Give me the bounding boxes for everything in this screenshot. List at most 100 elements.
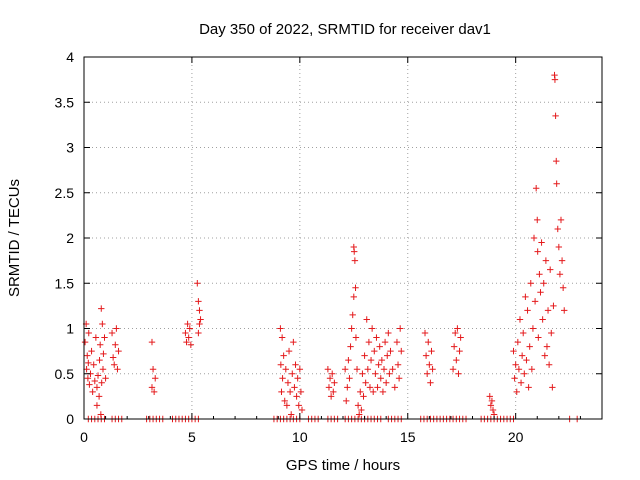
data-point — [93, 402, 101, 409]
data-point — [450, 343, 458, 350]
data-point — [197, 316, 204, 323]
data-point — [330, 388, 337, 396]
y-tick-label: 1.5 — [55, 275, 75, 291]
data-point — [457, 334, 464, 341]
data-point — [421, 329, 429, 337]
data-point — [279, 375, 286, 382]
data-point — [96, 341, 104, 348]
data-point — [425, 338, 432, 346]
data-point — [285, 347, 293, 355]
data-point — [527, 280, 534, 287]
data-point — [378, 356, 386, 364]
data-point — [373, 334, 380, 341]
data-point — [382, 379, 390, 386]
data-point — [347, 343, 354, 350]
data-point — [429, 366, 436, 373]
data-point — [557, 216, 565, 224]
data-point — [294, 375, 301, 382]
data-point — [284, 379, 292, 386]
data-point — [367, 356, 375, 364]
data-point — [278, 334, 286, 341]
y-tick-label: 4 — [66, 49, 74, 65]
data-point — [349, 311, 356, 319]
data-point — [109, 354, 117, 361]
data-point — [84, 375, 92, 382]
data-point — [84, 352, 91, 359]
data-point — [525, 384, 532, 391]
data-point — [517, 379, 525, 386]
data-point — [326, 375, 334, 382]
data-point — [361, 352, 368, 359]
data-point — [545, 361, 553, 368]
data-point — [386, 370, 393, 377]
data-point — [487, 402, 495, 409]
data-point — [449, 366, 457, 373]
data-point — [452, 329, 459, 337]
data-point — [93, 384, 101, 391]
data-point — [351, 257, 359, 264]
y-tick-label: 1 — [66, 321, 74, 337]
data-point — [428, 347, 435, 355]
data-point — [520, 329, 527, 337]
x-tick-label: 15 — [400, 429, 416, 445]
data-point — [282, 366, 290, 373]
data-point — [346, 375, 353, 382]
data-point — [281, 397, 288, 405]
data-point — [196, 307, 203, 314]
data-point — [398, 347, 405, 355]
data-point — [113, 325, 120, 332]
data-point — [513, 388, 520, 396]
data-point — [549, 384, 556, 391]
data-point — [554, 225, 561, 233]
data-point — [182, 329, 189, 337]
data-point — [295, 402, 302, 409]
data-point — [331, 379, 338, 386]
data-point — [372, 370, 379, 377]
data-point — [387, 347, 394, 355]
data-point — [355, 411, 363, 418]
data-point — [529, 325, 537, 332]
data-point — [187, 341, 195, 348]
data-point — [541, 352, 549, 359]
data-point — [374, 384, 381, 391]
data-point — [358, 406, 365, 414]
data-point — [561, 307, 568, 314]
data-point — [92, 334, 100, 341]
data-point — [456, 347, 463, 355]
data-point — [365, 338, 373, 346]
data-point — [325, 384, 333, 391]
data-point — [102, 375, 109, 382]
data-point — [559, 284, 567, 291]
data-point — [427, 379, 434, 386]
data-point — [362, 379, 369, 386]
data-point — [296, 366, 304, 373]
data-point — [291, 384, 298, 391]
data-point — [183, 338, 190, 346]
data-point — [148, 338, 156, 346]
data-point — [89, 388, 96, 396]
data-point — [538, 239, 545, 246]
data-point — [286, 388, 294, 396]
data-point — [115, 347, 122, 355]
data-point — [524, 307, 531, 314]
x-tick-label: 0 — [80, 429, 88, 445]
data-point — [486, 393, 493, 400]
data-point — [385, 329, 392, 337]
data-point — [94, 372, 102, 379]
data-point — [510, 347, 517, 355]
data-point — [329, 370, 336, 377]
data-point — [366, 384, 374, 391]
y-tick-label: 3.5 — [55, 94, 75, 110]
y-tick-label: 0.5 — [55, 366, 75, 382]
x-tick-label: 20 — [508, 429, 524, 445]
y-axis-label: SRMTID / TECUs — [6, 179, 23, 297]
data-point — [354, 402, 362, 409]
data-point — [114, 366, 121, 373]
data-point — [537, 289, 544, 296]
data-point — [195, 298, 202, 305]
data-point — [426, 361, 433, 368]
data-point — [394, 361, 402, 368]
data-point — [544, 307, 552, 314]
data-point — [99, 320, 106, 328]
data-point — [353, 366, 361, 373]
